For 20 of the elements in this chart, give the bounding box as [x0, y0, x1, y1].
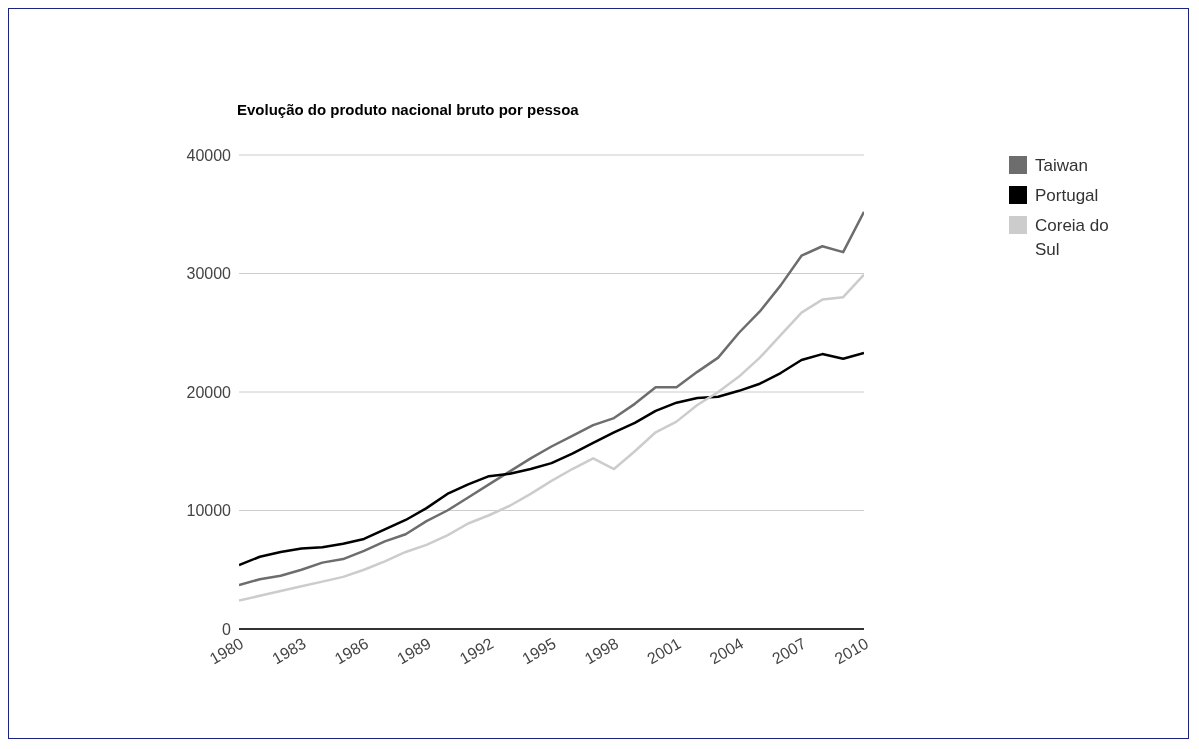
- chart-title: Evolução do produto nacional bruto por pessoa: [237, 101, 579, 118]
- y-tick-label: 20000: [186, 383, 232, 401]
- line-series: [239, 210, 864, 587]
- y-tick-label: 10000: [186, 502, 232, 520]
- x-tick-label: 2010: [831, 634, 872, 668]
- y-tick-label: 30000: [186, 265, 232, 283]
- legend-label: Portugal: [1035, 185, 1099, 207]
- x-tick-label: 2007: [769, 634, 809, 668]
- x-tick-label: 1995: [519, 634, 559, 668]
- legend-label: Taiwan: [1035, 155, 1088, 177]
- x-tick-label: 2001: [644, 634, 684, 668]
- x-tick-label: 1998: [581, 634, 622, 668]
- x-tick-label: 2004: [706, 634, 747, 668]
- x-tick-label: 1992: [456, 634, 497, 668]
- x-tick-label: 1989: [394, 634, 434, 668]
- legend-label: Coreia do Sul: [1035, 215, 1110, 261]
- x-tick-label: 1983: [269, 634, 309, 668]
- x-tick-label: 1986: [331, 634, 372, 668]
- line-series: [239, 351, 864, 567]
- y-tick-label: 40000: [186, 146, 232, 164]
